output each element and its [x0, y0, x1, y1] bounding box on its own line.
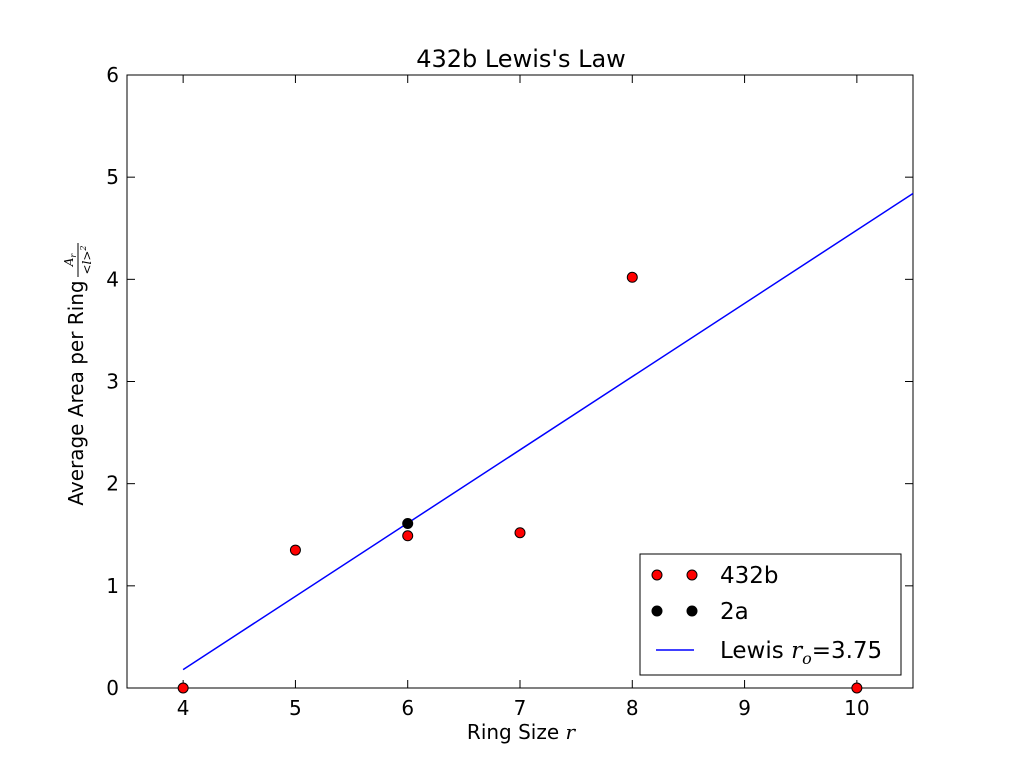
axis-ticks: 4 5 6 7 8 9 10 0 1 2 3 4 5 6 [106, 63, 913, 720]
legend-label-432b: 432b [720, 563, 779, 589]
x-tick-label: 7 [514, 696, 527, 720]
data-point-432b [177, 682, 189, 694]
legend-label-lewis-suffix: =3.75 [812, 638, 882, 664]
x-tick-label: 8 [626, 696, 639, 720]
y-tick-label: 2 [106, 472, 119, 496]
data-point-432b [626, 271, 638, 283]
x-tick-label: 10 [844, 696, 869, 720]
legend-marker-2a [651, 605, 663, 617]
x-axis-label-math: r [566, 720, 577, 744]
y-axis-label-denominator-superscript: 2 [79, 245, 88, 251]
y-axis-label-numerator-subscript: r [69, 253, 78, 258]
marker-series-layer [177, 271, 863, 694]
data-point-432b [402, 530, 414, 542]
lewis-fit-line [182, 192, 914, 671]
legend: 432b 2a Lewis ro=3.75 [639, 553, 902, 676]
y-axis-label: Average Area per Ring Ar <l>2 [62, 243, 94, 506]
y-tick-label: 1 [106, 574, 119, 598]
legend-label-lewis: Lewis ro=3.75 [720, 638, 882, 668]
y-tick-label: 0 [106, 676, 119, 700]
y-axis-label-denominator: <l>2 [79, 245, 94, 274]
x-axis-label-text: Ring Size [467, 720, 566, 744]
legend-label-lewis-subscript: o [802, 649, 812, 668]
data-point-432b [851, 682, 863, 694]
legend-box [639, 553, 902, 676]
data-point-2a [402, 518, 414, 530]
y-tick-label: 5 [106, 165, 119, 189]
y-axis-label-text: Average Area per Ring [64, 280, 88, 505]
legend-label-lewis-text: Lewis [720, 638, 791, 664]
x-tick-label: 4 [177, 696, 190, 720]
y-tick-label: 3 [106, 370, 119, 394]
chart-title: 432b Lewis's Law [416, 45, 626, 73]
y-tick-label: 4 [106, 267, 119, 291]
legend-marker-432b [651, 569, 663, 581]
data-point-432b [514, 527, 526, 539]
legend-label-2a: 2a [720, 599, 749, 625]
legend-label-lewis-math: r [791, 638, 804, 664]
line-series-layer [182, 192, 914, 671]
x-tick-label: 6 [401, 696, 414, 720]
y-tick-label: 6 [106, 63, 119, 87]
x-tick-label: 9 [738, 696, 751, 720]
data-point-432b [289, 544, 301, 556]
legend-marker-432b [686, 569, 698, 581]
legend-marker-2a [686, 605, 698, 617]
x-axis-label: Ring Size r [467, 720, 577, 744]
x-tick-label: 5 [289, 696, 302, 720]
